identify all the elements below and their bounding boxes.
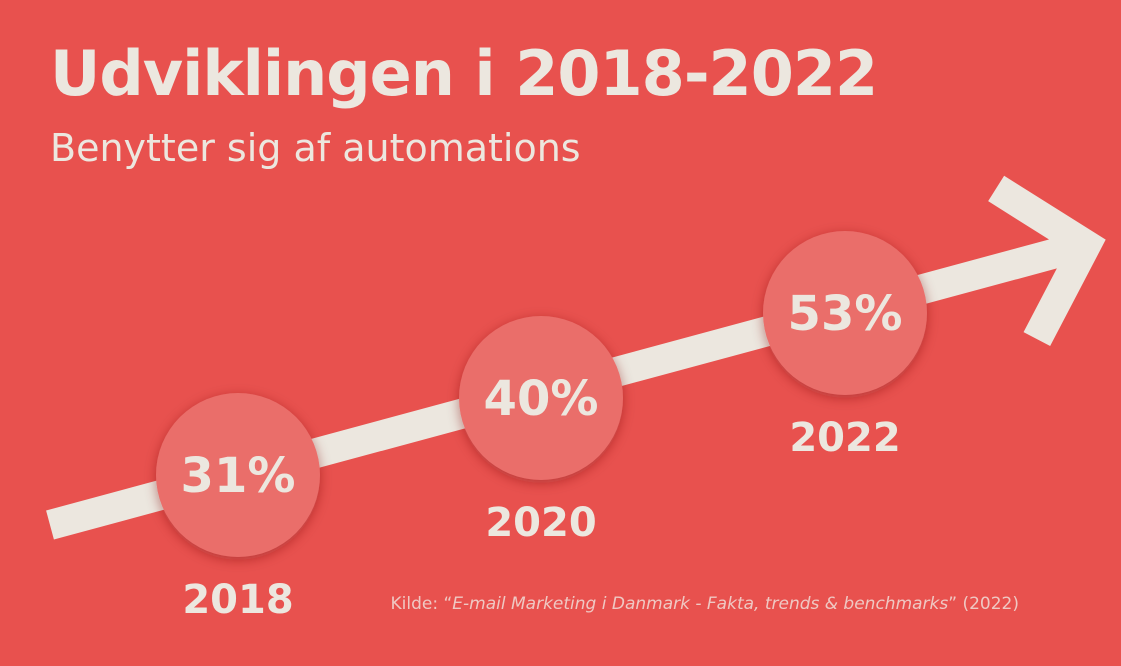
value-bubble	[459, 316, 623, 481]
data-point-2018: 31% 2018	[156, 393, 320, 623]
year-label: 2020	[485, 500, 596, 546]
source-suffix: ” (2022)	[948, 594, 1019, 614]
source-prefix: Kilde: “	[390, 594, 453, 614]
source-citation: Kilde: “E-mail Marketing i Danmark - Fak…	[391, 594, 1020, 614]
year-label: 2022	[789, 415, 900, 461]
value-label: 31%	[181, 448, 296, 504]
year-label: 2018	[182, 577, 293, 623]
value-label: 53%	[788, 286, 903, 342]
arrow-head	[988, 175, 1106, 347]
source-title: E-mail Marketing i Danmark - Fakta, tren…	[452, 594, 949, 614]
chart-title: Udviklingen i 2018-2022	[50, 37, 878, 110]
chart-subtitle: Benytter sig af automations	[50, 126, 581, 170]
data-point-2020: 40% 2020	[459, 316, 623, 546]
value-bubble	[156, 393, 320, 557]
data-point-2022: 53% 2022	[763, 231, 927, 461]
value-bubble	[763, 231, 927, 395]
data-bubbles: 31% 2018 40% 2020 53% 2022	[156, 231, 927, 623]
value-label: 40%	[484, 371, 599, 427]
